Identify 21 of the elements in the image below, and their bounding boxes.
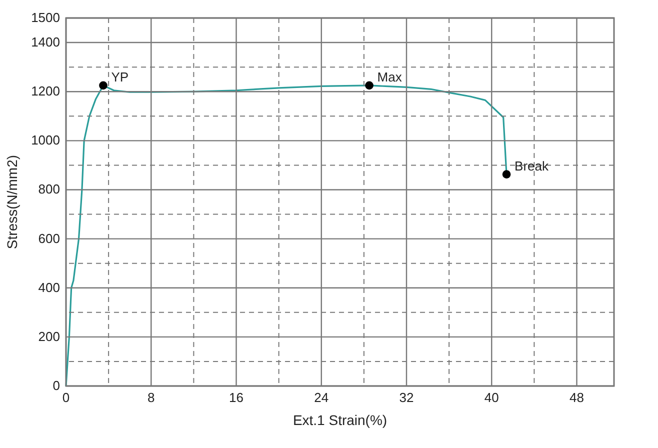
annotation: Max [377, 69, 402, 84]
annotation: YP [111, 69, 129, 84]
x-tick-label: 24 [314, 390, 329, 405]
x-tick-label: 0 [62, 390, 70, 405]
y-tick-label: 600 [38, 230, 60, 246]
annotation: Break [514, 158, 549, 174]
y-tick-label: 800 [38, 182, 60, 197]
x-axis-title: Ext.1 Strain(%) [292, 412, 388, 428]
y-tick-label: 1000 [31, 132, 60, 148]
x-tick-label: 32 [399, 390, 414, 405]
y-axis-title: Stress(N/mm2) [4, 154, 20, 250]
x-tick-label: 16 [229, 390, 244, 405]
x-tick-label: 48 [570, 390, 584, 405]
y-tick-label: 1500 [31, 10, 60, 25]
x-tick-label: 8 [148, 390, 155, 405]
x-tick-label: 40 [484, 390, 499, 405]
y-tick-label: 1200 [31, 84, 60, 99]
y-tick-label: 400 [38, 280, 60, 295]
y-tick-label: 1400 [31, 34, 60, 50]
y-tick-label: 200 [38, 328, 60, 344]
y-tick-label: 0 [52, 378, 60, 393]
